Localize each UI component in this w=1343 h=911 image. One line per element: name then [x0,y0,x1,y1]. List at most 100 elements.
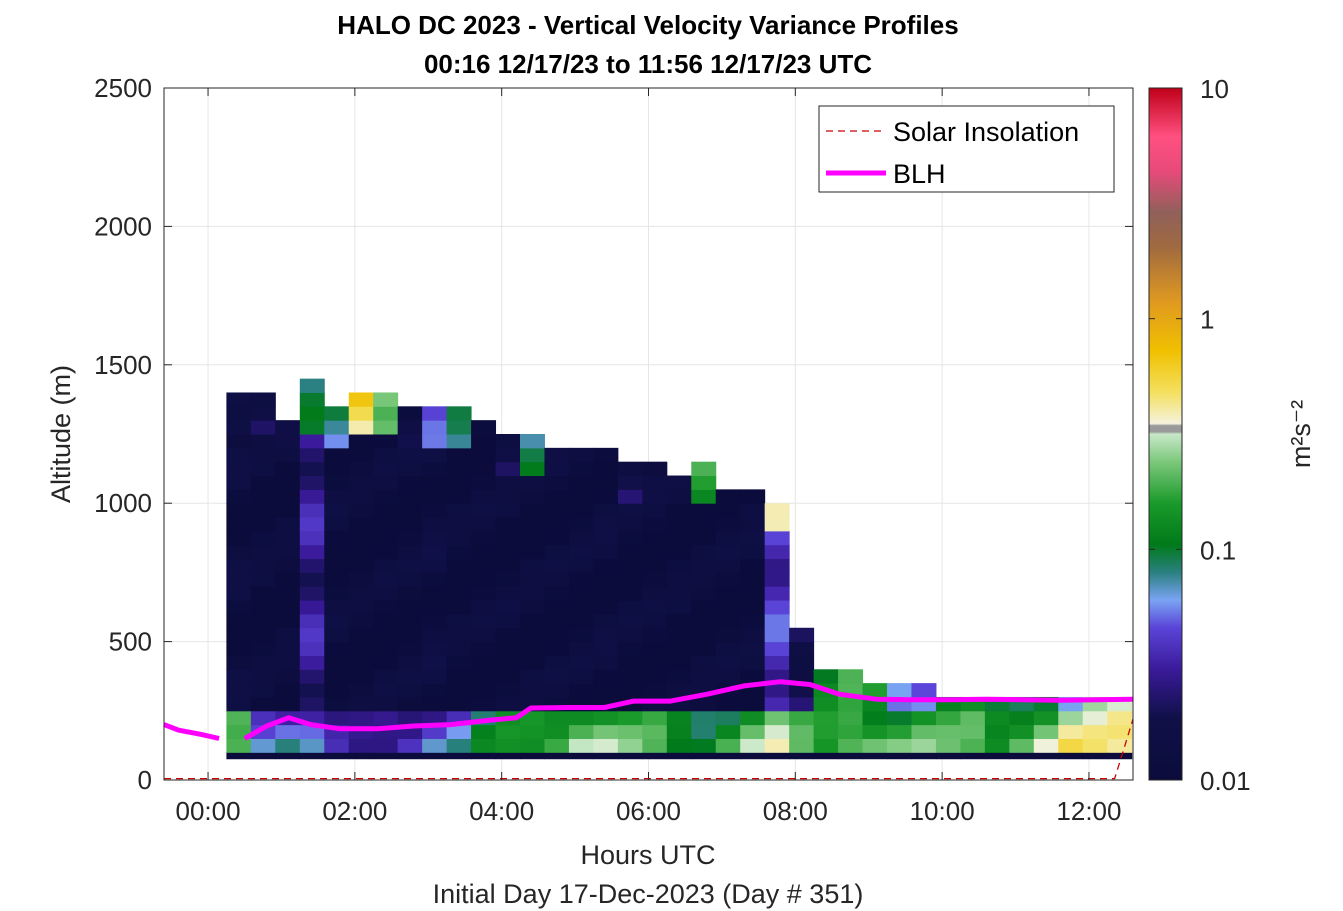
heatmap-cell [299,600,325,615]
heatmap-cell [397,600,423,615]
heatmap-cell [691,461,717,477]
heatmap-cell [715,696,741,712]
heatmap-cell [348,447,374,463]
heatmap-cell [911,752,937,760]
heatmap-cell [617,517,643,532]
heatmap-cell [324,613,350,629]
heatmap-cell [422,489,448,504]
heatmap-cell [275,586,301,601]
heatmap-cell [593,683,619,698]
heatmap-cell [250,558,276,573]
heatmap-cell [226,572,252,587]
heatmap-cell [299,530,325,546]
heatmap-cell [960,724,986,739]
colorbar-label: m²s⁻² [1286,400,1316,468]
heatmap-cell [446,696,472,712]
heatmap-cell [397,558,423,573]
heatmap-cell [275,613,301,629]
heatmap-cell [471,586,497,601]
heatmap-cell [250,683,276,698]
heatmap-cell [544,641,570,656]
heatmap-cell [299,641,325,656]
heatmap-cell [789,655,815,670]
heatmap-cell [715,738,741,753]
heatmap-cell [299,572,325,587]
heatmap-cell [642,600,668,615]
heatmap-cell [226,530,252,546]
heatmap-cell [397,641,423,656]
heatmap-cell [471,558,497,573]
heatmap-cell [544,517,570,532]
heatmap-cell [275,461,301,477]
heatmap-cell [495,627,521,643]
heatmap-cell [984,752,1010,760]
heatmap-cell [617,530,643,546]
heatmap-cell [764,752,790,760]
heatmap-cell [544,613,570,629]
heatmap-cell [495,434,521,449]
heatmap-cell [862,738,888,753]
heatmap-cell [226,406,252,421]
heatmap-cell [250,489,276,504]
heatmap-cell [764,530,790,546]
heatmap-cell [348,406,374,421]
heatmap-cell [642,752,668,760]
heatmap-cell [397,530,423,546]
heatmap-cell [495,655,521,670]
heatmap-cell [299,683,325,698]
heatmap-cell [520,627,545,643]
heatmap-cell [544,558,570,573]
heatmap-cell [250,627,276,643]
heatmap-cell [544,669,570,684]
heatmap-cell [715,669,741,684]
heatmap-cell [250,655,276,670]
heatmap-cell [1033,738,1059,753]
heatmap-cell [642,613,668,629]
heatmap-cell [348,613,374,629]
heatmap-cell [691,655,717,670]
heatmap-cell [373,669,399,684]
heatmap-cell [935,738,961,753]
heatmap-cell [226,489,252,504]
heatmap-cell [593,752,619,760]
heatmap-cell [520,489,545,504]
heatmap-cell [691,586,717,601]
heatmap-cell [226,558,252,573]
heatmap-cell [299,696,325,712]
heatmap-cell [446,738,472,753]
heatmap-cell [617,683,643,698]
heatmap-cell [691,558,717,573]
heatmap-cell [593,572,619,587]
heatmap-cell [691,613,717,629]
blh-line-segment-1 [243,679,1134,741]
heatmap-cell [422,406,448,421]
heatmap-cell [275,627,301,643]
heatmap-cell [568,752,594,760]
x-axis-label: Hours UTC [580,840,715,870]
heatmap-cell [471,434,497,449]
heatmap-cell [471,489,497,504]
heatmap-cell [348,572,374,587]
heatmap-cell [887,683,912,698]
series-lines [163,679,1134,780]
heatmap-cell [299,586,325,601]
heatmap-cell [617,627,643,643]
heatmap-cell [495,530,521,546]
heatmap-cell [838,724,864,739]
heatmap-cell [617,600,643,615]
heatmap-cell [250,461,276,477]
heatmap-cell [495,669,521,684]
heatmap-cell [666,752,692,760]
heatmap-cell [373,558,399,573]
y-tick-label: 500 [109,627,152,657]
heatmap-cell [250,406,276,421]
heatmap-cell [1082,752,1108,760]
heatmap-cell [397,447,423,463]
blh-line-segment-0 [163,722,220,741]
heatmap-cell [764,641,790,656]
heatmap-cell [226,710,252,726]
heatmap-cell [471,738,497,753]
heatmap-cell [422,517,448,532]
heatmap-cell [373,696,399,712]
heatmap-cell [275,475,301,490]
